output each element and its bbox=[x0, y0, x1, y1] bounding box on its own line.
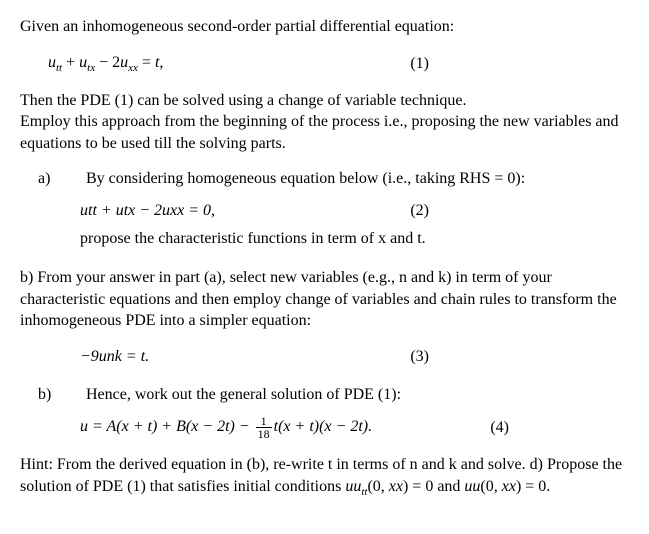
intro-text: Given an inhomogeneous second-order part… bbox=[20, 16, 629, 38]
equation-4: u = A(x + t) + B(x − 2t) − 118t(x + t)(x… bbox=[20, 415, 629, 440]
equation-1-body: utt + utx − 2uxx = t, bbox=[48, 52, 163, 76]
equation-3: −9unk = t. (3) bbox=[20, 346, 629, 368]
item-a-note: propose the characteristic functions in … bbox=[80, 228, 629, 250]
item-b2: b) Hence, work out the general solution … bbox=[20, 384, 629, 406]
equation-1: utt + utx − 2uxx = t, (1) bbox=[20, 52, 629, 76]
equation-2-number: (2) bbox=[410, 200, 429, 222]
equation-3-number: (3) bbox=[410, 346, 429, 368]
item-b2-body: Hence, work out the general solution of … bbox=[86, 384, 629, 406]
item-b1: b) From your answer in part (a), select … bbox=[20, 267, 629, 332]
equation-4-number: (4) bbox=[490, 417, 509, 439]
equation-4-body: u = A(x + t) + B(x − 2t) − 118t(x + t)(x… bbox=[80, 415, 372, 440]
equation-2-body: utt + utx − 2uxx = 0, bbox=[80, 200, 215, 222]
item-b2-marker: b) bbox=[20, 384, 86, 406]
item-a: a) By considering homogeneous equation b… bbox=[20, 168, 629, 190]
equation-2: utt + utx − 2uxx = 0, (2) bbox=[20, 200, 629, 222]
hint-label: Hint: bbox=[20, 456, 53, 473]
hint-paragraph: Hint: From the derived equation in (b), … bbox=[20, 454, 629, 500]
equation-1-number: (1) bbox=[410, 53, 429, 75]
context-paragraph: Then the PDE (1) can be solved using a c… bbox=[20, 90, 629, 155]
item-a-body: By considering homogeneous equation belo… bbox=[86, 168, 629, 190]
equation-3-body: −9unk = t. bbox=[80, 346, 149, 368]
item-a-marker: a) bbox=[20, 168, 86, 190]
